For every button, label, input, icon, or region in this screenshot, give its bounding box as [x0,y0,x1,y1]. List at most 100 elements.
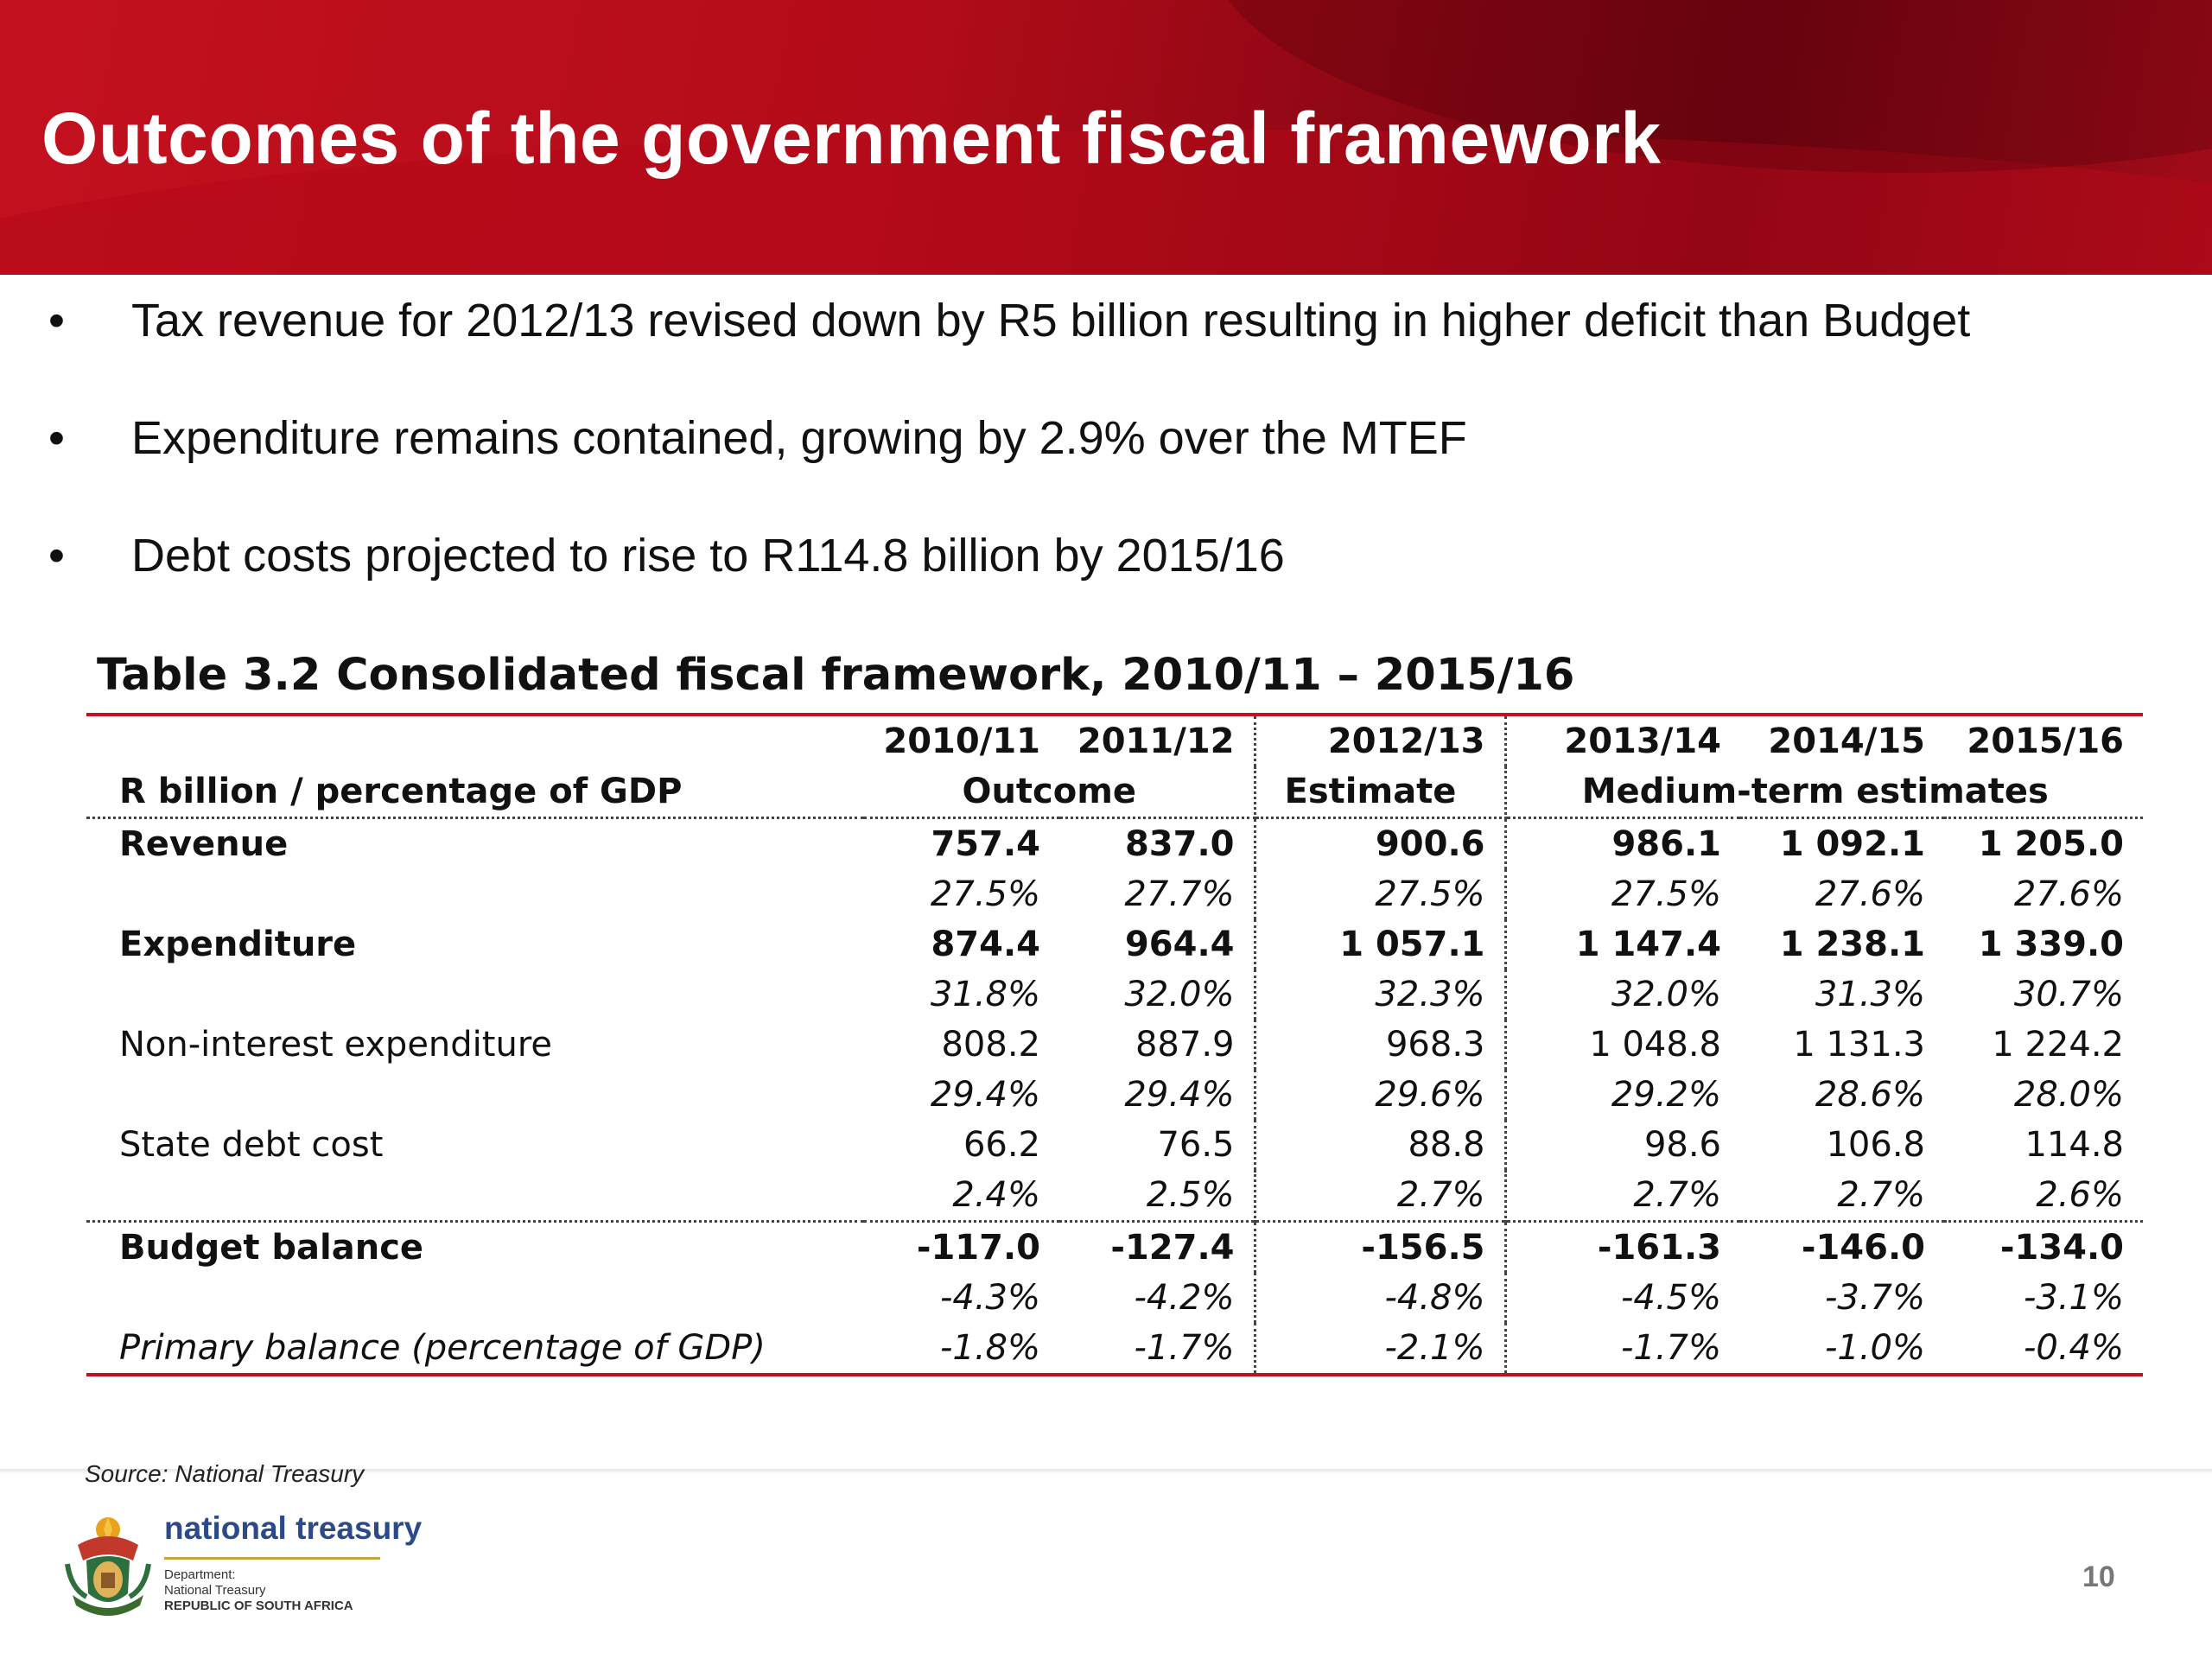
row-label-blank [86,1273,864,1323]
table-row: Non-interest expenditure 808.2 887.9 968… [86,1020,2143,1070]
cell-value: -134.0 [1944,1220,2143,1273]
cell-value: -161.3 [1505,1220,1740,1273]
cell-pct: 27.7% [1059,869,1256,919]
cell-value: 1 224.2 [1992,1025,2124,1065]
cell-pct: -4.8% [1255,1273,1507,1323]
page-number: 10 [2082,1560,2115,1593]
cell-pct: -3.1% [2023,1278,2124,1318]
cell-pct: -1.7% [1059,1323,1256,1376]
logo-underline [164,1557,380,1560]
cell-pct: 32.3% [1255,969,1507,1020]
fiscal-framework-table: 2010/11 2011/12 2012/13 2013/14 2014/15 … [86,713,2143,1376]
row-label: State debt cost [119,1125,384,1165]
table-row-pct: 2.4% 2.5% 2.7% 2.7% 2.7% 2.6% [86,1170,2143,1222]
cell-value: 874.4 [931,925,1040,964]
cell-pct: -4.2% [1059,1273,1256,1323]
table-row: Primary balance (percentage of GDP) -1.8… [86,1323,2143,1376]
cell-pct: 2.5% [1059,1170,1256,1222]
bullet-text: Expenditure remains contained, growing b… [131,412,1467,464]
cell-value: 1 131.3 [1793,1025,1925,1065]
cell-pct: -1.8% [864,1323,1059,1376]
bullet-item: • Tax revenue for 2012/13 revised down by… [48,294,1970,347]
cell-value: 106.8 [1826,1125,1925,1165]
cell-value: 1 057.1 [1255,919,1507,969]
bullet-item: • Debt costs projected to rise to R114.8 … [48,529,1285,582]
cell-value: -127.4 [1059,1220,1256,1273]
cell-value: -146.0 [1740,1220,1944,1273]
group-estimate: Estimate [1255,766,1507,819]
slide-title: Outcomes of the government fiscal framew… [41,98,1662,179]
cell-value: 986.1 [1611,824,1721,864]
bullet-marker: • [48,530,65,582]
table-row: State debt cost 66.2 76.5 88.8 98.6 106.… [86,1120,2143,1170]
row-label-blank [86,1070,864,1120]
cell-pct: 29.6% [1255,1070,1507,1120]
table-row-pct: -4.3% -4.2% -4.8% -4.5% -3.7% -3.1% [86,1273,2143,1323]
table-row: Budget balance -117.0 -127.4 -156.5 -161… [86,1220,2143,1273]
cell-value: 66.2 [963,1125,1040,1165]
cell-value: 808.2 [941,1025,1040,1065]
table-group-header: R billion / percentage of GDP Outcome Es… [86,766,2143,819]
cell-pct: 27.5% [930,874,1040,914]
cell-value: 1 238.1 [1779,925,1925,964]
cell-pct: 32.0% [1611,975,1721,1014]
cell-pct: -1.7% [1505,1323,1740,1376]
table-row: Expenditure 874.4 964.4 1 057.1 1 147.4 … [86,919,2143,969]
cell-pct: 2.4% [952,1175,1040,1215]
table-row-pct: 27.5% 27.7% 27.5% 27.5% 27.6% 27.6% [86,869,2143,919]
logo-line: REPUBLIC OF SOUTH AFRICA [164,1599,353,1613]
cell-pct: 32.0% [1059,969,1256,1020]
table-row-pct: 31.8% 32.0% 32.3% 32.0% 31.3% 30.7% [86,969,2143,1020]
cell-value: -156.5 [1255,1220,1507,1273]
cell-pct: 30.7% [2013,975,2124,1014]
footer-divider [0,1469,2212,1474]
coat-of-arms-icon [65,1517,151,1616]
cell-pct: 27.5% [1255,869,1507,919]
table-row-pct: 29.4% 29.4% 29.6% 29.2% 28.6% 28.0% [86,1070,2143,1120]
cell-pct: -0.4% [1944,1323,2143,1376]
cell-pct: 28.0% [2013,1075,2124,1115]
cell-pct: 2.7% [1255,1170,1507,1222]
year-header: 2011/12 [1059,713,1256,766]
bullet-marker: • [48,412,65,464]
logo-line: Department: [164,1567,236,1582]
cell-value: 1 092.1 [1779,824,1925,864]
cell-pct: 29.4% [1059,1070,1256,1120]
cell-value: 88.8 [1255,1120,1507,1170]
row-label: Budget balance [86,1220,864,1273]
logo-line: National Treasury [164,1583,266,1598]
row-label-blank [86,969,864,1020]
cell-value: 1 205.0 [1978,824,2124,864]
group-outcome: Outcome [864,766,1256,819]
cell-value: 968.3 [1255,1020,1507,1070]
row-header-label: R billion / percentage of GDP [86,766,864,819]
cell-pct: 31.3% [1815,975,1925,1014]
cell-pct: 27.6% [2013,874,2124,914]
year-header: 2014/15 [1740,713,1944,766]
cell-value: 114.8 [2024,1125,2124,1165]
cell-pct: 29.2% [1611,1075,1721,1115]
national-treasury-logo: national treasury Department: National T… [60,1510,422,1631]
year-header: 2013/14 [1505,713,1740,766]
bullet-item: • Expenditure remains contained, growing … [48,411,1467,465]
cell-pct: 28.6% [1815,1075,1925,1115]
cell-pct: 2.7% [1633,1175,1721,1215]
cell-pct: 29.4% [930,1075,1040,1115]
year-header: 2015/16 [1944,713,2143,766]
row-label: Expenditure [119,925,357,964]
cell-pct: 2.7% [1837,1175,1925,1215]
row-label: Primary balance (percentage of GDP) [86,1323,864,1376]
table-title: Table 3.2 Consolidated fiscal framework,… [97,650,1575,701]
cell-pct: -1.0% [1740,1323,1944,1376]
cell-value: 964.4 [1059,919,1256,969]
bullet-text: Debt costs projected to rise to R114.8 b… [131,530,1285,582]
header-blank [86,713,864,766]
cell-pct: 27.6% [1815,874,1925,914]
cell-pct: -3.7% [1824,1278,1925,1318]
title-banner: Outcomes of the government fiscal framew… [0,0,2212,275]
cell-pct: -4.5% [1620,1278,1721,1318]
cell-pct: 2.6% [2036,1175,2124,1215]
logo-name: national treasury [164,1510,423,1546]
cell-value: 76.5 [1059,1120,1256,1170]
cell-value: 1 147.4 [1575,925,1721,964]
